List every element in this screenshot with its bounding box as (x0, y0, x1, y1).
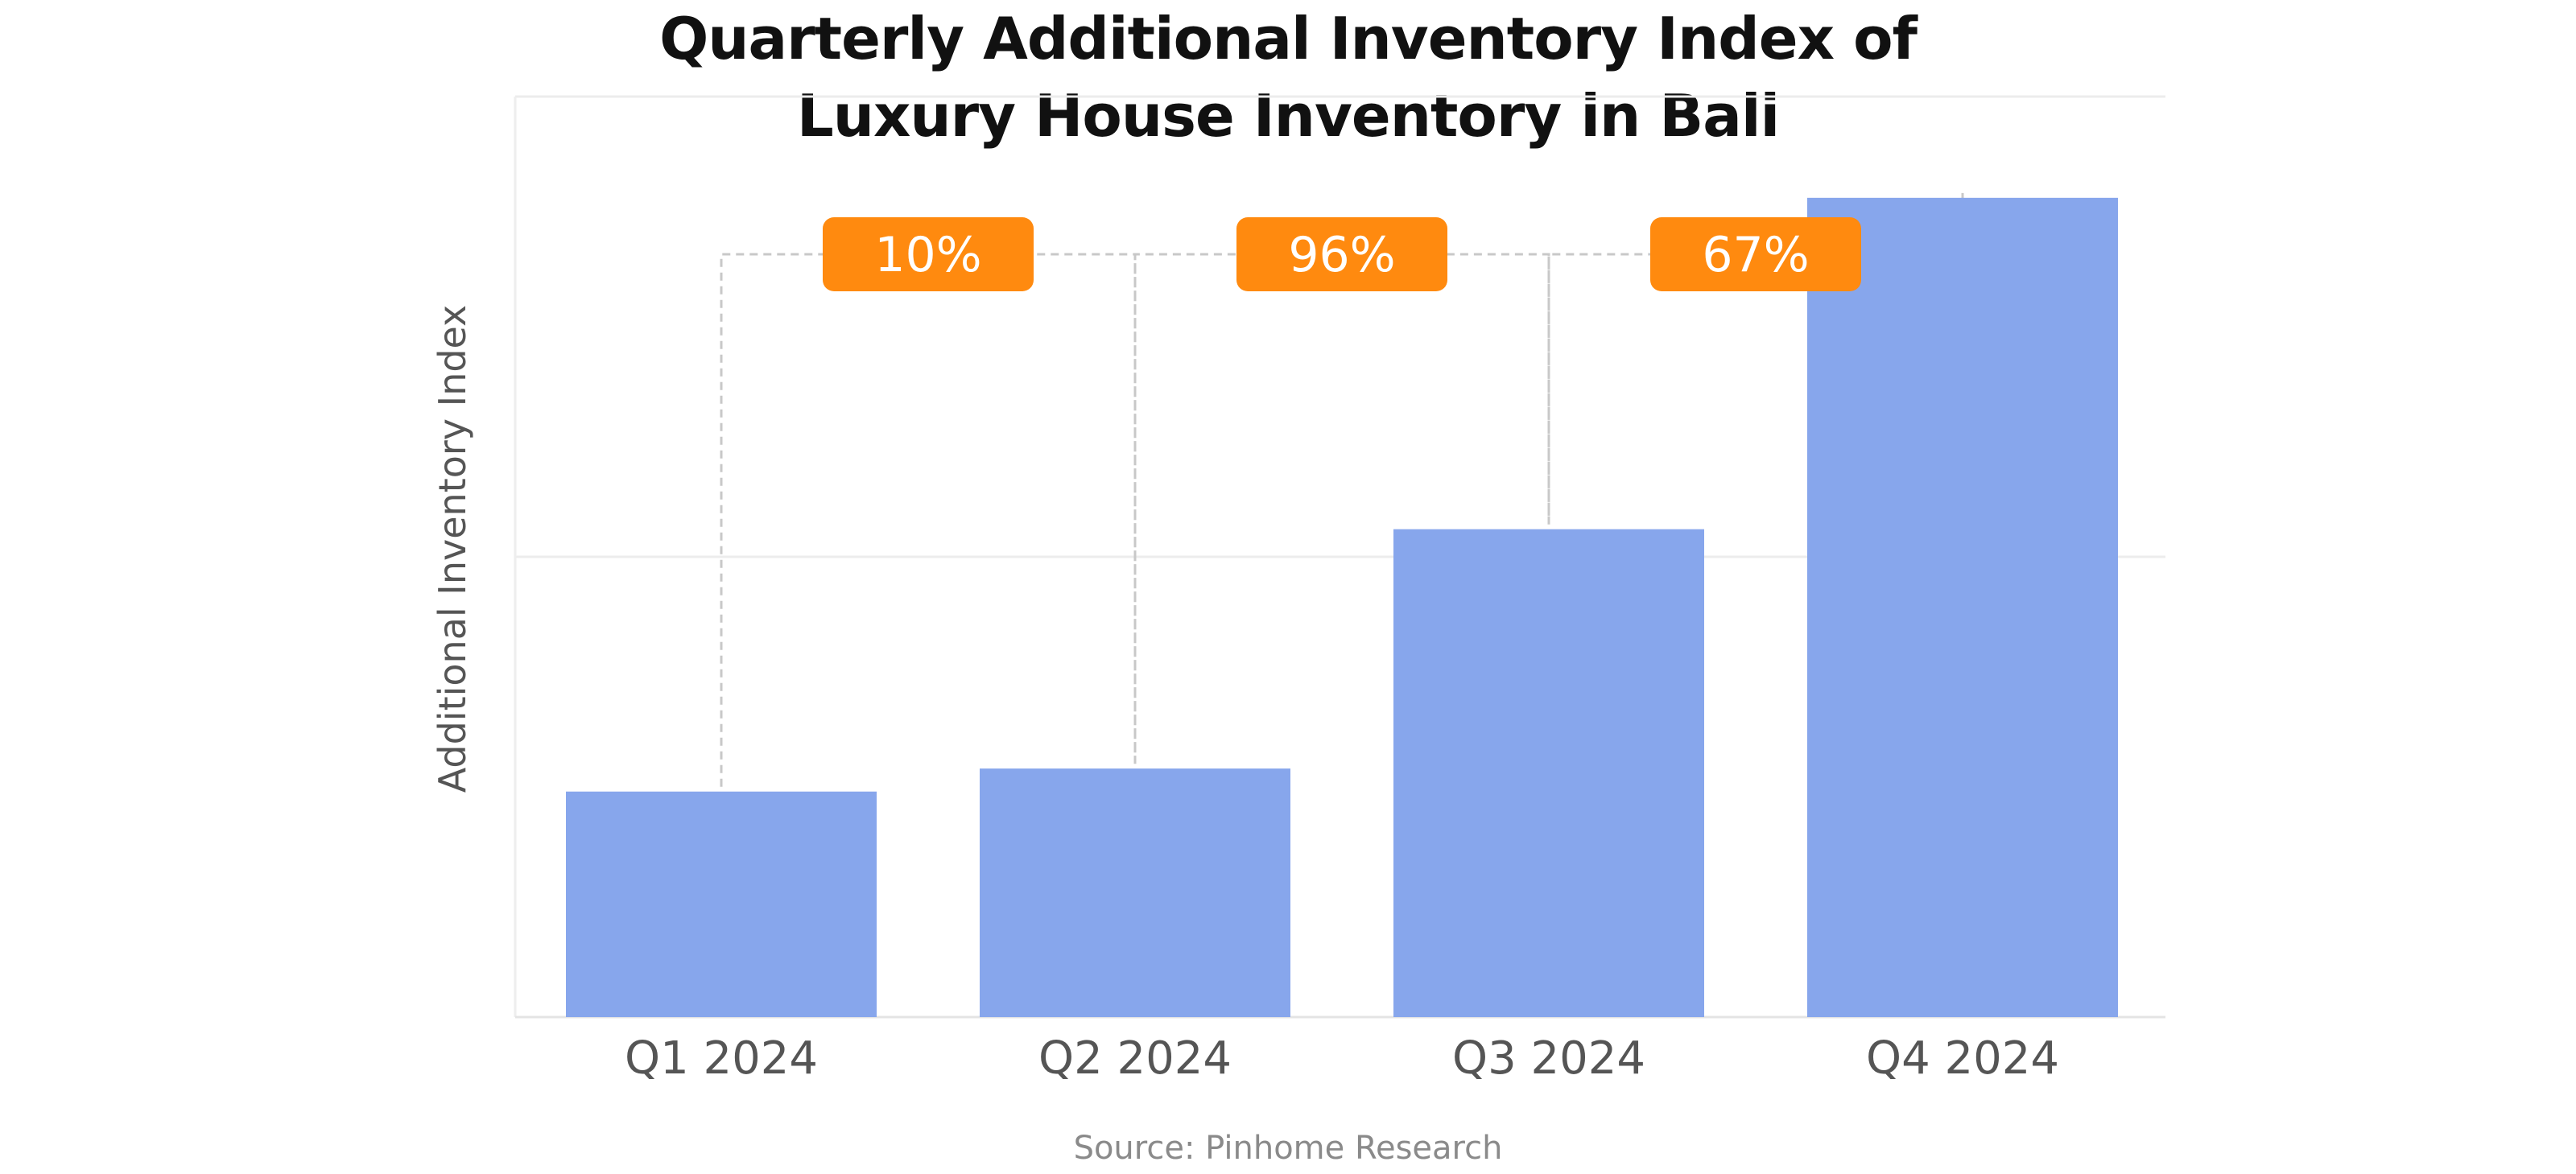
change-badge (823, 217, 1034, 291)
x-tick-label: Q4 2024 (1866, 1032, 2059, 1085)
change-badges: 10% 96% 67% (823, 217, 1861, 291)
chart-title-line-1: Quarterly Additional Inventory Index of (659, 5, 1918, 72)
bar (1393, 529, 1704, 1017)
x-tick-label: Q1 2024 (625, 1032, 818, 1085)
bars (566, 197, 2118, 1018)
change-badge (1236, 217, 1447, 291)
bar (566, 791, 877, 1017)
source-note: Source: Pinhome Research (1073, 1130, 1503, 1167)
change-connector (720, 253, 1137, 787)
change-badge (1650, 217, 1861, 291)
change-badge-label: 96% (1288, 227, 1395, 283)
chart-title-line-2: Luxury House Inventory in Bali (796, 82, 1780, 150)
chart-title: Quarterly Additional Inventory Index of … (0, 0, 2576, 154)
x-tick-label: Q3 2024 (1452, 1032, 1645, 1085)
x-tick-labels: Q1 2024 Q2 2024 Q3 2024 Q4 2024 (625, 1032, 2059, 1085)
x-tick-label: Q2 2024 (1038, 1032, 1232, 1085)
y-axis-label: Additional Inventory Index (431, 305, 474, 793)
bar (980, 768, 1290, 1017)
bar (1807, 197, 2118, 1018)
change-badge-label: 10% (874, 227, 981, 283)
change-badge-label: 67% (1702, 227, 1809, 283)
